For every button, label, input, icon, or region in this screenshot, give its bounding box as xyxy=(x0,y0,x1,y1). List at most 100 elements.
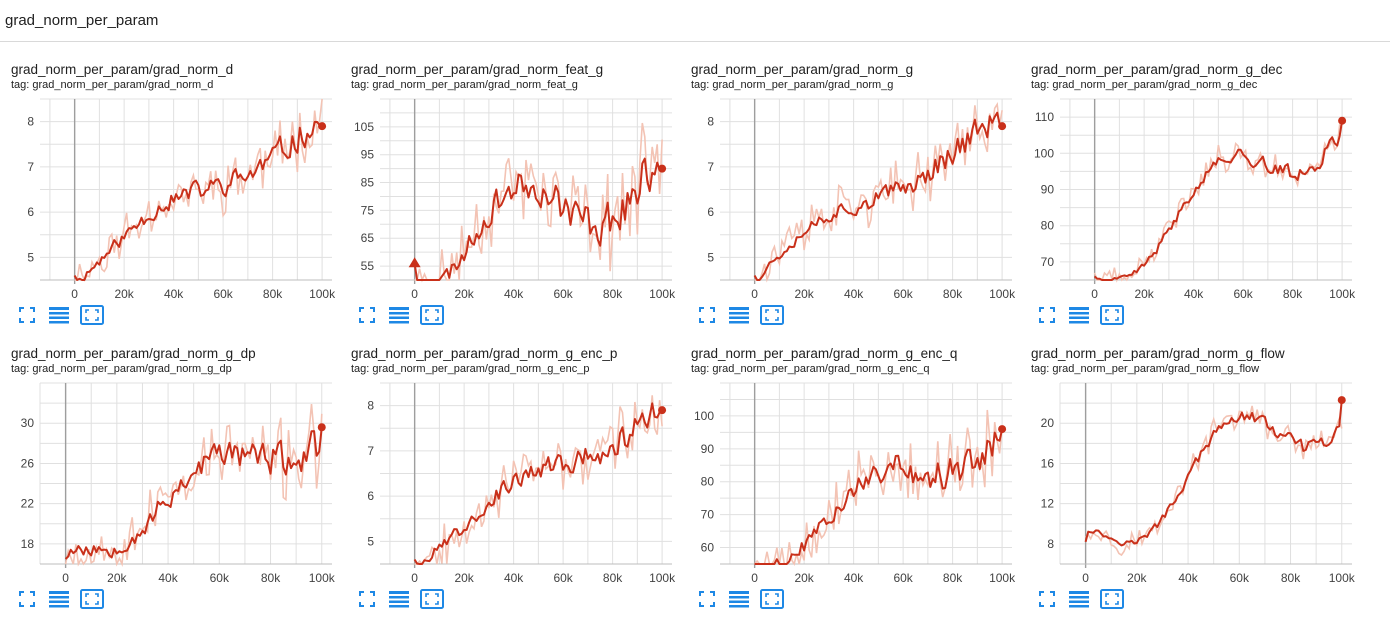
x-tick-label: 20k xyxy=(1127,571,1147,585)
y-tick-label: 70 xyxy=(701,508,715,522)
x-tick-label: 100k xyxy=(649,287,676,301)
x-tick-label: 20k xyxy=(454,287,474,301)
expand-icon[interactable] xyxy=(697,589,717,609)
line-chart[interactable]: 5 6 7 8 0 20k 40k 60k 80k 100k xyxy=(340,380,680,594)
x-tick-label: 100k xyxy=(989,287,1016,301)
chart-title: grad_norm_per_param/grad_norm_feat_g xyxy=(351,62,604,77)
raw-series-line xyxy=(414,395,663,566)
last-point-marker xyxy=(658,164,667,173)
x-tick-label: 100k xyxy=(309,287,336,301)
y-tick-label: 100 xyxy=(1034,146,1054,160)
expand-icon[interactable] xyxy=(1037,305,1057,325)
fit-domain-icon[interactable] xyxy=(1100,589,1124,609)
x-tick-label: 60k xyxy=(893,287,913,301)
line-chart[interactable]: 60 70 80 90 100 0 20k 40k 60k 80k 100k xyxy=(680,380,1020,594)
fit-domain-icon[interactable] xyxy=(1100,305,1124,325)
line-chart[interactable]: 5 6 7 8 0 20k 40k 60k 80k 100k xyxy=(680,96,1020,310)
x-tick-label: 40k xyxy=(504,287,524,301)
x-tick-label: 60k xyxy=(1233,287,1253,301)
y-tick-label: 18 xyxy=(21,537,35,551)
last-point-marker xyxy=(318,122,327,131)
x-tick-label: 40k xyxy=(164,287,184,301)
y-tick-label: 6 xyxy=(367,489,374,503)
fit-domain-icon[interactable] xyxy=(760,589,784,609)
chart-card: grad_norm_per_param/grad_norm_g_enc_q tag… xyxy=(680,346,1020,636)
last-point-marker xyxy=(1338,116,1347,125)
expand-icon[interactable] xyxy=(357,305,377,325)
smoothed-series-line xyxy=(64,427,323,560)
chart-tag: tag: grad_norm_per_param/grad_norm_g_dec xyxy=(1031,79,1258,91)
expand-icon[interactable] xyxy=(1037,589,1057,609)
smoothed-series-line xyxy=(754,428,1004,565)
data-table-icon[interactable] xyxy=(388,305,410,325)
data-table-icon[interactable] xyxy=(728,589,750,609)
line-chart[interactable]: 18 22 26 30 0 20k 40k 60k 80k 100k xyxy=(0,380,340,594)
y-tick-label: 7 xyxy=(367,444,374,458)
data-table-icon[interactable] xyxy=(388,589,410,609)
fit-domain-icon[interactable] xyxy=(420,589,444,609)
x-tick-label: 20k xyxy=(107,571,127,585)
y-tick-label: 20 xyxy=(1041,416,1055,430)
line-chart[interactable]: 70 80 90 100 110 0 20k 40k 60k 80k 100k xyxy=(1020,96,1360,310)
y-tick-label: 7 xyxy=(27,160,34,174)
x-tick-label: 80k xyxy=(1283,287,1303,301)
x-tick-label: 60k xyxy=(213,287,233,301)
x-tick-label: 100k xyxy=(309,571,336,585)
x-tick-label: 60k xyxy=(1230,571,1250,585)
y-tick-label: 30 xyxy=(21,416,35,430)
data-table-icon[interactable] xyxy=(1068,305,1090,325)
chart-title: grad_norm_per_param/grad_norm_g_enc_p xyxy=(351,346,618,361)
smoothed-series-line xyxy=(73,120,323,281)
raw-series-line xyxy=(1085,405,1343,557)
expand-icon[interactable] xyxy=(17,305,37,325)
chart-tag: tag: grad_norm_per_param/grad_norm_g_enc… xyxy=(351,363,590,375)
x-tick-label: 60k xyxy=(553,287,573,301)
y-tick-label: 26 xyxy=(21,456,35,470)
fit-domain-icon[interactable] xyxy=(80,589,104,609)
fit-domain-icon[interactable] xyxy=(80,305,104,325)
expand-icon[interactable] xyxy=(357,589,377,609)
x-tick-label: 40k xyxy=(158,571,178,585)
x-tick-label: 40k xyxy=(504,571,524,585)
chart-title: grad_norm_per_param/grad_norm_d xyxy=(11,62,234,77)
x-tick-label: 20k xyxy=(794,287,814,301)
x-tick-label: 20k xyxy=(114,287,134,301)
fit-domain-icon[interactable] xyxy=(420,305,444,325)
data-table-icon[interactable] xyxy=(48,305,70,325)
x-tick-label: 0 xyxy=(751,571,758,585)
y-tick-label: 80 xyxy=(701,475,715,489)
data-table-icon[interactable] xyxy=(728,305,750,325)
expand-icon[interactable] xyxy=(697,305,717,325)
chart-tag: tag: grad_norm_per_param/grad_norm_g_flo… xyxy=(1031,363,1260,375)
last-point-marker xyxy=(1337,396,1346,405)
chart-card: grad_norm_per_param/grad_norm_d tag: grad… xyxy=(0,62,340,352)
x-tick-label: 0 xyxy=(411,571,418,585)
y-tick-label: 110 xyxy=(1035,110,1054,124)
start-point-marker xyxy=(408,257,421,268)
fit-domain-icon[interactable] xyxy=(760,305,784,325)
chart-tag: tag: grad_norm_per_param/grad_norm_g xyxy=(691,79,894,91)
line-chart[interactable]: 5 6 7 8 0 20k 40k 60k 80k 100k xyxy=(0,96,340,310)
y-tick-label: 12 xyxy=(1041,497,1055,511)
chart-card: grad_norm_per_param/grad_norm_feat_g tag:… xyxy=(340,62,680,352)
x-tick-label: 20k xyxy=(1134,287,1154,301)
y-tick-label: 8 xyxy=(707,115,714,129)
y-tick-label: 16 xyxy=(1041,456,1055,470)
line-chart[interactable]: 8 12 16 20 0 20k 40k 60k 80k 100k xyxy=(1020,380,1360,594)
y-tick-label: 65 xyxy=(361,231,375,245)
x-tick-label: 80k xyxy=(261,571,281,585)
x-tick-label: 80k xyxy=(603,571,623,585)
y-tick-label: 85 xyxy=(361,176,375,190)
x-tick-label: 0 xyxy=(1091,287,1098,301)
x-tick-label: 60k xyxy=(893,571,913,585)
line-chart[interactable]: 55 65 75 85 95 105 0 20k 40k 60k 80k 100k xyxy=(340,96,680,310)
data-table-icon[interactable] xyxy=(48,589,70,609)
smoothed-series-line xyxy=(1084,400,1343,547)
x-tick-label: 40k xyxy=(1184,287,1204,301)
x-tick-label: 100k xyxy=(1329,287,1356,301)
x-tick-label: 20k xyxy=(794,571,814,585)
expand-icon[interactable] xyxy=(17,589,37,609)
data-table-icon[interactable] xyxy=(1068,589,1090,609)
x-tick-label: 80k xyxy=(943,287,963,301)
